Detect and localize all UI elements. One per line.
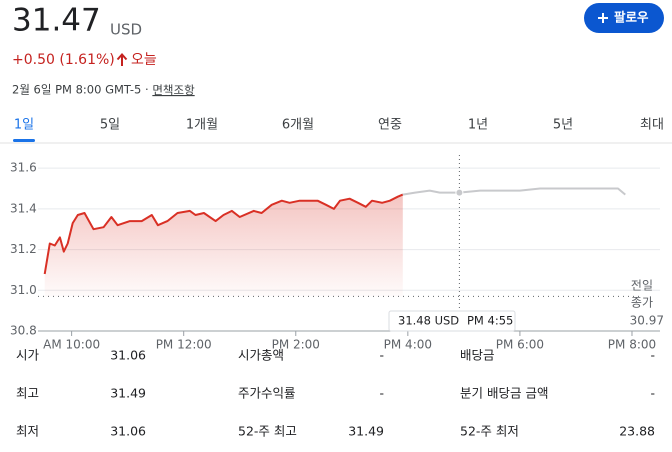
tooltip-value: 31.48 USD	[398, 314, 459, 328]
stat-label: 주가수익률	[238, 386, 296, 401]
x-tick-label: PM 12:00	[156, 338, 212, 352]
stat-label: 배당금	[460, 348, 495, 363]
timestamp: 2월 6일 PM 8:00 GMT-5 · 면책조항	[12, 83, 195, 97]
y-tick-label: 31.4	[10, 201, 37, 215]
stat-label: 52-주 최고	[238, 424, 297, 439]
y-tick-label: 30.8	[10, 324, 37, 338]
stat-value: 23.88	[619, 424, 655, 439]
tabs: 1일 5일 1개월 6개월 연중 1년 5년 최대	[13, 118, 664, 142]
change: +0.50 (1.61%)	[12, 52, 115, 68]
stat-label: 최저	[16, 424, 39, 439]
y-tick-label: 31.6	[10, 161, 37, 175]
stat-value: -	[650, 386, 655, 401]
hover-point	[455, 188, 464, 197]
stat-value: 31.06	[110, 348, 146, 363]
tab[interactable]: 5년	[553, 118, 573, 133]
reference-label: 전일	[631, 279, 653, 293]
tab[interactable]: 1년	[468, 118, 488, 133]
stat-label: 시가총액	[238, 348, 284, 363]
stat-value: 31.06	[110, 424, 146, 439]
y-tick-label: 31.2	[10, 242, 37, 256]
stat-label: 시가	[16, 348, 40, 363]
stat-value: -	[650, 348, 655, 363]
x-tick-label: PM 8:00	[608, 338, 656, 352]
tab[interactable]: 연중	[378, 118, 402, 133]
stat-label: 분기 배당금 금액	[460, 386, 548, 401]
tooltip-time: PM 4:55	[467, 314, 513, 328]
tooltip-box	[388, 310, 516, 332]
stat-value: -	[379, 386, 384, 401]
area	[44, 194, 403, 297]
price: 31.47	[12, 3, 101, 39]
line	[402, 187, 626, 196]
tab[interactable]: 5일	[100, 118, 120, 133]
currency: USD	[110, 21, 142, 39]
tab[interactable]: 1개월	[186, 118, 218, 133]
tab[interactable]: 최대	[640, 118, 664, 133]
stat-value: -	[379, 348, 384, 363]
stat-label: 최고	[16, 386, 39, 401]
stat-value: 31.49	[348, 424, 384, 439]
follow-bg	[584, 3, 664, 33]
up-arrow	[116, 53, 128, 66]
stat-value: 31.49	[110, 386, 146, 401]
y-tick-label: 31.0	[10, 283, 37, 297]
follow-button[interactable]: 팔로우	[584, 3, 664, 33]
line	[43, 193, 404, 275]
tab[interactable]: 1일	[14, 118, 34, 133]
reference-label: 종가	[631, 296, 653, 310]
disclaimer-link[interactable]: 면책조항	[152, 83, 195, 97]
period: 오늘	[131, 52, 157, 68]
x-tick-label: PM 4:00	[384, 338, 432, 352]
plus-icon	[598, 13, 608, 23]
tab[interactable]: 6개월	[282, 118, 314, 133]
follow-label: 팔로우	[614, 10, 649, 25]
x-tick-label: PM 2:00	[272, 338, 320, 352]
x-tick-label: AM 10:00	[43, 338, 100, 352]
stat-label: 52-주 최저	[460, 424, 519, 439]
reference-value: 30.97	[630, 314, 664, 328]
chart: 30.8 31.0 31.2 31.4 31.6 AM 10:00 PM 12:00 PM 2…	[10, 155, 664, 352]
tab-indicator	[13, 139, 35, 142]
stats: 시가 31.06 시가총액 - 배당금 - 최고 31.49 주가수익률 - 분기 배당금 금액 - 최…	[16, 348, 655, 439]
x-tick-label: PM 6:00	[496, 338, 544, 352]
